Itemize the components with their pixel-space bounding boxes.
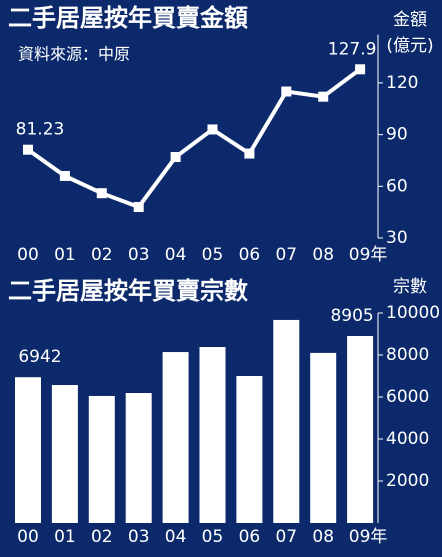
- x-tick-label: 07: [275, 245, 297, 265]
- bar: [347, 335, 374, 523]
- y-tick-label: 8000: [386, 345, 429, 365]
- y-tick-label: 10000: [386, 303, 440, 323]
- y-axis-label: (億元): [386, 36, 433, 56]
- bar: [273, 319, 300, 523]
- x-tick-label: 08: [312, 245, 334, 265]
- bar: [310, 352, 337, 523]
- data-label: 6942: [18, 347, 61, 367]
- bar: [88, 395, 115, 523]
- x-tick-label: 02: [91, 527, 113, 547]
- data-label: 127.9: [328, 39, 377, 59]
- x-tick-label: 03: [128, 245, 150, 265]
- x-tick-label: 09年: [349, 527, 388, 547]
- data-label: 81.23: [16, 120, 65, 140]
- x-tick-label: 08: [312, 527, 334, 547]
- x-tick-label: 02: [91, 245, 113, 265]
- x-tick-label: 03: [128, 527, 150, 547]
- y-tick-label: 30: [386, 228, 408, 248]
- y-axis-label: 宗數: [393, 277, 427, 297]
- line: [26, 67, 362, 210]
- x-tick-label: 06: [239, 527, 261, 547]
- bar: [236, 376, 263, 523]
- bar: [199, 347, 226, 523]
- x-tick-label: 07: [275, 527, 297, 547]
- chart-title: 二手居屋按年買賣宗數: [8, 277, 248, 305]
- y-axis-label: 金額: [393, 10, 427, 30]
- y-tick-label: 4000: [386, 429, 429, 449]
- y-tick-label: 2000: [386, 471, 429, 491]
- x-tick-label: 04: [165, 527, 187, 547]
- chart-subtitle: 資料來源：中原: [18, 45, 130, 64]
- x-tick-label: 01: [54, 527, 76, 547]
- x-tick-label: 00: [17, 245, 39, 265]
- bar: [162, 352, 189, 523]
- x-tick-label: 01: [54, 245, 76, 265]
- x-tick-label: 00: [17, 527, 39, 547]
- y-tick-label: 90: [386, 125, 408, 145]
- data-label: 8905: [330, 306, 373, 326]
- chart-title: 二手居屋按年買賣金額: [8, 4, 248, 32]
- y-tick-label: 6000: [386, 387, 429, 407]
- x-tick-label: 06: [239, 245, 261, 265]
- y-tick-label: 60: [386, 176, 408, 196]
- x-tick-label: 09年: [349, 245, 388, 265]
- x-tick-label: 05: [202, 245, 224, 265]
- x-tick-label: 05: [202, 527, 224, 547]
- bar: [125, 393, 152, 523]
- bar: [51, 385, 78, 523]
- x-tick-label: 04: [165, 245, 187, 265]
- bar: [15, 377, 41, 523]
- y-tick-label: 120: [386, 73, 418, 93]
